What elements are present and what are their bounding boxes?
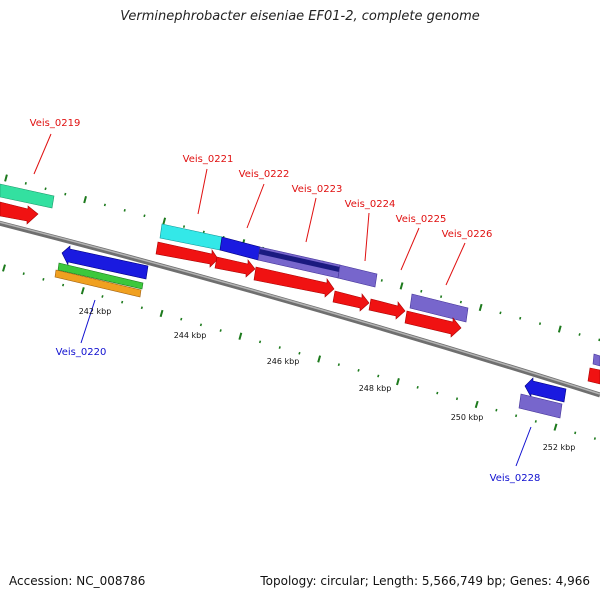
tick-mark bbox=[22, 272, 25, 276]
tick-mark bbox=[574, 431, 577, 435]
tick-mark bbox=[258, 340, 262, 344]
tick-mark bbox=[474, 400, 479, 409]
gene-label-veis-0220[interactable]: Veis_0220 bbox=[56, 347, 107, 358]
tick-mark bbox=[298, 351, 301, 355]
scale-label-248kbp: 248 kbp bbox=[359, 384, 392, 393]
tick-mark bbox=[337, 363, 340, 367]
gene-label-veis-0228[interactable]: Veis_0228 bbox=[490, 473, 541, 484]
tick-mark bbox=[278, 346, 281, 349]
tick-mark bbox=[459, 300, 462, 304]
tick-mark bbox=[143, 214, 146, 218]
gene-label-veis-0226[interactable]: Veis_0226 bbox=[442, 229, 493, 240]
tick-mark bbox=[396, 378, 400, 386]
tick-mark bbox=[436, 391, 439, 395]
feature-offscreen-right[interactable] bbox=[587, 353, 600, 385]
tick-mark bbox=[495, 408, 498, 412]
tick-mark bbox=[2, 264, 6, 272]
tick-mark bbox=[399, 282, 404, 290]
feature-veis-0219[interactable] bbox=[0, 183, 55, 225]
tick-mark bbox=[519, 316, 522, 320]
genome-backbone bbox=[0, 220, 600, 398]
feature-veis-0223[interactable] bbox=[253, 246, 341, 298]
tick-mark bbox=[103, 203, 106, 207]
tick-mark bbox=[62, 283, 65, 287]
tick-mark bbox=[478, 303, 483, 312]
tick-mark bbox=[380, 279, 383, 282]
tick-mark bbox=[219, 329, 222, 332]
tick-mark bbox=[440, 295, 443, 299]
feature-veis-0224[interactable] bbox=[332, 264, 378, 312]
tick-mark bbox=[64, 192, 67, 196]
genome-summary-text: Topology: circular; Length: 5,566,749 bp… bbox=[260, 574, 590, 588]
tick-mark bbox=[420, 289, 423, 293]
gene-label-veis-0224[interactable]: Veis_0224 bbox=[345, 199, 396, 210]
tick-mark bbox=[101, 295, 104, 298]
scale-label-246kbp: 246 kbp bbox=[267, 357, 300, 366]
tick-mark bbox=[80, 287, 85, 295]
scale-label-252kbp: 252 kbp bbox=[543, 443, 576, 452]
feature-veis-0226[interactable] bbox=[404, 293, 469, 338]
scale-label-242kbp: 242 kbp bbox=[79, 307, 112, 316]
tick-mark bbox=[538, 322, 542, 326]
label-leaders-bottom bbox=[80, 299, 532, 467]
feature-veis-0225[interactable] bbox=[368, 298, 406, 320]
tick-mark bbox=[499, 311, 502, 315]
feature-veis-0228[interactable] bbox=[518, 377, 567, 419]
tick-mark bbox=[578, 333, 581, 336]
tick-mark bbox=[159, 309, 164, 318]
tick-mark bbox=[4, 174, 8, 182]
tick-mark bbox=[416, 385, 419, 389]
genome-backbone-highlight bbox=[0, 221, 600, 395]
tick-mark bbox=[317, 355, 322, 363]
scale-label-250kbp: 250 kbp bbox=[451, 413, 484, 422]
label-leaders-top bbox=[33, 133, 466, 286]
map-title: Verminephrobacter eiseniae EF01-2, compl… bbox=[120, 9, 480, 24]
scale-label-244kbp: 244 kbp bbox=[174, 331, 207, 340]
gene-label-veis-0225[interactable]: Veis_0225 bbox=[396, 214, 447, 225]
tick-mark bbox=[455, 397, 459, 401]
tick-mark bbox=[121, 300, 124, 304]
tick-mark bbox=[42, 277, 45, 281]
tick-marks bbox=[2, 174, 600, 440]
tick-mark bbox=[357, 368, 360, 372]
tick-mark bbox=[44, 187, 47, 191]
tick-mark bbox=[140, 306, 143, 310]
feature-veis-0220[interactable] bbox=[54, 245, 149, 298]
gene-label-veis-0219[interactable]: Veis_0219 bbox=[30, 118, 81, 129]
tick-mark bbox=[238, 332, 243, 340]
tick-mark bbox=[162, 217, 167, 225]
tick-mark bbox=[180, 317, 183, 321]
tick-mark bbox=[534, 420, 537, 423]
feature-veis-0222[interactable] bbox=[214, 236, 261, 278]
accession-text: Accession: NC_008786 bbox=[9, 574, 146, 588]
feature-veis-0221[interactable] bbox=[155, 223, 223, 268]
gene-label-veis-0221[interactable]: Veis_0221 bbox=[183, 154, 234, 165]
tick-mark bbox=[377, 374, 380, 378]
gene-label-veis-0223[interactable]: Veis_0223 bbox=[292, 184, 343, 195]
tick-mark bbox=[553, 423, 558, 431]
tick-mark bbox=[182, 225, 186, 228]
gene-label-veis-0222[interactable]: Veis_0222 bbox=[239, 169, 290, 180]
tick-mark bbox=[83, 195, 87, 204]
tick-mark bbox=[123, 208, 126, 212]
tick-mark bbox=[593, 437, 596, 440]
tick-mark bbox=[557, 325, 562, 333]
tick-mark bbox=[24, 182, 27, 185]
tick-mark bbox=[515, 414, 518, 418]
tick-mark bbox=[199, 323, 203, 327]
